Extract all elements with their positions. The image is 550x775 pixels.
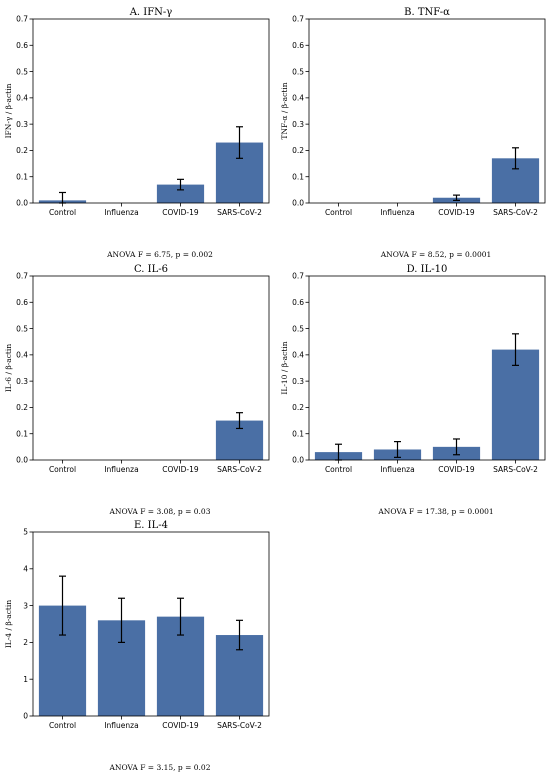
x-tick-label: SARS-CoV-2 [217, 465, 262, 474]
chart-title: D. IL-10 [407, 264, 448, 275]
x-tick-label: Control [325, 465, 352, 474]
y-tick-label: 0.7 [16, 272, 28, 281]
chart-title: E. IL-4 [134, 520, 168, 531]
x-tick-label: COVID-19 [438, 465, 475, 474]
y-tick-label: 0.6 [292, 41, 304, 50]
x-tick-label: COVID-19 [162, 465, 199, 474]
x-tick-label: SARS-CoV-2 [217, 721, 262, 730]
chart-title: B. TNF-α [404, 7, 450, 18]
y-tick-label: 4 [23, 565, 28, 574]
plot-frame [32, 531, 270, 717]
y-tick-label: 0.3 [292, 120, 304, 129]
panel-d-il-10: D. IL-10 IL-10 / β-actin ANOVA F = 17.38… [280, 264, 546, 516]
y-tick-label: 0.1 [16, 429, 28, 438]
anova-annotation: ANOVA F = 3.08, p = 0.03 [109, 507, 211, 516]
y-tick-label: 3 [23, 601, 28, 610]
anova-annotation: ANOVA F = 3.15, p = 0.02 [109, 763, 211, 772]
y-tick-label: 0.4 [292, 94, 304, 103]
x-tick-label: SARS-CoV-2 [493, 465, 538, 474]
y-axis-label: TNF-α / β-actin [280, 82, 289, 139]
y-tick-label: 0.7 [292, 272, 304, 281]
y-tick-label: 0.6 [16, 298, 28, 307]
y-axis-label: IL-4 / β-actin [4, 600, 13, 648]
y-tick-label: 0.0 [16, 199, 28, 208]
y-tick-label: 1 [23, 675, 28, 684]
plot-frame [32, 275, 270, 461]
y-tick-label: 5 [23, 528, 28, 537]
y-tick-label: 0.2 [292, 403, 304, 412]
y-tick-label: 0.1 [16, 172, 28, 181]
x-tick-label: Control [49, 208, 76, 217]
x-tick-label: Influenza [380, 465, 414, 474]
x-tick-label: SARS-CoV-2 [493, 208, 538, 217]
y-tick-label: 0.2 [16, 146, 28, 155]
panel-e-il-4: E. IL-4 IL-4 / β-actin ANOVA F = 3.15, p… [4, 520, 270, 772]
y-tick-label: 0.7 [292, 15, 304, 24]
plot-frame [32, 18, 270, 204]
chart-title: A. IFN-γ [129, 7, 173, 18]
y-tick-label: 0.4 [292, 351, 304, 360]
panel-c-il-6: C. IL-6 IL-6 / β-actin ANOVA F = 3.08, p… [4, 264, 270, 516]
y-tick-label: 0.5 [292, 67, 304, 76]
y-tick-label: 0.4 [16, 94, 28, 103]
panel-a-ifn-gamma: A. IFN-γ IFN-γ / β-actin ANOVA F = 6.75,… [4, 7, 270, 259]
anova-annotation: ANOVA F = 8.52, p = 0.0001 [380, 250, 492, 259]
y-tick-label: 0 [23, 712, 28, 721]
bar [491, 349, 540, 460]
y-axis-label: IFN-γ / β-actin [4, 83, 13, 138]
y-tick-label: 0.3 [292, 377, 304, 386]
y-tick-label: 0.3 [16, 377, 28, 386]
y-tick-label: 0.3 [16, 120, 28, 129]
y-axis-label: IL-6 / β-actin [4, 344, 13, 392]
plot-frame [308, 18, 546, 204]
x-tick-label: Influenza [380, 208, 414, 217]
x-tick-label: COVID-19 [438, 208, 475, 217]
x-tick-label: Influenza [104, 465, 138, 474]
y-tick-label: 0.2 [292, 146, 304, 155]
x-tick-label: Control [325, 208, 352, 217]
y-tick-label: 0.1 [292, 429, 304, 438]
bar [156, 184, 205, 203]
anova-annotation: ANOVA F = 6.75, p = 0.002 [106, 250, 213, 259]
x-tick-label: Control [49, 465, 76, 474]
y-tick-label: 0.4 [16, 351, 28, 360]
y-tick-label: 0.1 [292, 172, 304, 181]
x-tick-label: Control [49, 721, 76, 730]
y-axis-label: IL-10 / β-actin [280, 341, 289, 394]
panel-b-tnf-alpha: B. TNF-α TNF-α / β-actin ANOVA F = 8.52,… [280, 7, 546, 259]
y-tick-label: 0.7 [16, 15, 28, 24]
y-tick-label: 0.5 [292, 324, 304, 333]
y-tick-label: 0.6 [16, 41, 28, 50]
y-tick-label: 0.0 [292, 456, 304, 465]
y-tick-label: 0.2 [16, 403, 28, 412]
y-tick-label: 0.5 [16, 67, 28, 76]
x-tick-label: COVID-19 [162, 721, 199, 730]
y-tick-label: 2 [23, 638, 28, 647]
anova-annotation: ANOVA F = 17.38, p = 0.0001 [377, 507, 493, 516]
x-tick-label: COVID-19 [162, 208, 199, 217]
y-tick-label: 0.0 [16, 456, 28, 465]
y-tick-label: 0.5 [16, 324, 28, 333]
y-tick-label: 0.0 [292, 199, 304, 208]
plot-frame [308, 275, 546, 461]
chart-title: C. IL-6 [134, 264, 168, 275]
x-tick-label: Influenza [104, 208, 138, 217]
x-tick-label: Influenza [104, 721, 138, 730]
x-tick-label: SARS-CoV-2 [217, 208, 262, 217]
y-tick-label: 0.6 [292, 298, 304, 307]
